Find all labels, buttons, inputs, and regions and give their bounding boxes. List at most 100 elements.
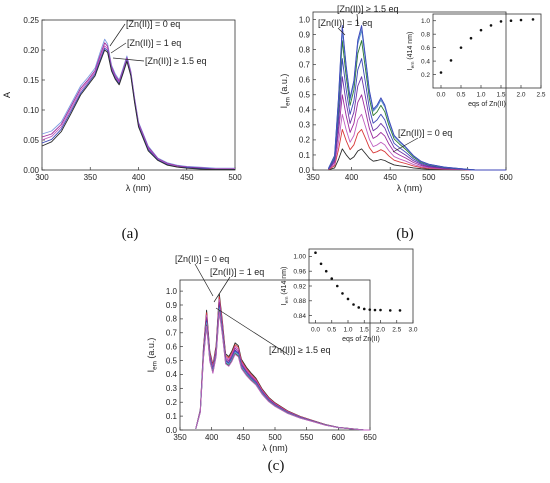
chart-c-inset-y-tick-label-1: 0.88 — [293, 298, 306, 305]
chart-panel-b: 350 400 450 500 550 600 0.0 0.1 0.2 0.3 0.4 0.5 0.6 0… — [279, 4, 546, 193]
chart-c-x-tick-label-5: 600 — [332, 433, 346, 442]
chart-c-x-axis-label: λ (nm) — [262, 443, 288, 453]
chart-b-y-tick-label-1: 0.1 — [299, 151, 311, 160]
chart-c-x-tick-label-3: 500 — [268, 433, 282, 442]
chart-b-inset-point-1 — [449, 59, 453, 62]
chart-c-x-tick-label-2: 450 — [237, 433, 251, 442]
chart-c-inset-x-tick-label-1: 0.5 — [327, 327, 336, 334]
chart-b-series-line-5 — [328, 58, 506, 171]
chart-c-annotation-2: [Zn(II)] ≥ 1.5 eq — [269, 345, 330, 355]
chart-b-inset-point-0 — [439, 71, 443, 74]
chart-b-y-tick-label-3: 0.3 — [299, 121, 311, 130]
chart-panel-a: 300 350 400 450 500 0.00 0.05 0.10 0.15 0.20 0.25 λ… — [2, 16, 242, 193]
chart-b-annotation-2: [Zn(II)] = 0 eq — [398, 128, 452, 138]
chart-a-annotation-leader-0 — [109, 23, 126, 47]
chart-c-annotation-leader-1 — [213, 276, 231, 303]
chart-a-x-tick-label-2: 400 — [132, 173, 146, 182]
chart-c-inset-x-tick-label-3: 1.5 — [360, 327, 369, 334]
chart-a-x-axis-label: λ (nm) — [126, 183, 152, 193]
chart-c-y-tick-label-6: 0.6 — [166, 342, 178, 351]
chart-b-inset-point-9 — [531, 18, 535, 21]
chart-c-plot-frame — [179, 279, 371, 431]
chart-b-inset-x-tick-label-0: 0.0 — [436, 92, 445, 99]
chart-c-inset-point-7 — [352, 303, 355, 306]
chart-b-series-line-4 — [328, 76, 506, 171]
chart-c-inset-y-tick-label-4: 1.00 — [293, 254, 306, 261]
chart-panel-c: 350 400 450 500 550 600 650 0.0 0.1 0.2 0.3 0.4 0.5 0… — [146, 248, 418, 453]
chart-c-inset-point-13 — [388, 309, 392, 312]
chart-b-inset-y-tick-label-4: 1.0 — [421, 18, 430, 25]
chart-a-y-tick-label-3: 0.15 — [23, 76, 39, 85]
chart-b-plot-frame — [312, 11, 507, 171]
chart-b-inset-y-tick-label-3: 0.8 — [421, 31, 430, 38]
chart-b-inset-y-axis-label: Iem (414 nm) — [407, 32, 416, 71]
chart-c-inset-point-9 — [362, 307, 366, 311]
chart-b-inset-y-tick-label-1: 0.4 — [421, 58, 430, 65]
chart-c-inset-point-11 — [373, 308, 377, 312]
chart-c-inset-point-4 — [335, 284, 339, 288]
chart-b-inset-point-6 — [499, 20, 503, 23]
chart-a-annotation-1: [Zn(II)] = 1 eq — [127, 38, 181, 48]
chart-b-annotation-leader-2 — [392, 137, 419, 153]
chart-c-y-tick-label-1: 0.1 — [166, 412, 178, 421]
chart-b-series-line-3 — [328, 94, 506, 171]
chart-a-x-tick-label-4: 500 — [228, 173, 242, 182]
chart-c-inset-point-1 — [319, 262, 323, 266]
chart-c-y-tick-label-4: 0.4 — [166, 370, 178, 379]
chart-a-y-tick-label-5: 0.25 — [23, 16, 39, 25]
chart-b-inset-plot-frame — [432, 13, 542, 89]
chart-b-x-axis-label: λ (nm) — [397, 183, 423, 193]
chart-b-inset-x-tick-label-5: 2.5 — [536, 92, 545, 99]
chart-a-annotation-leader-2 — [112, 57, 145, 62]
chart-a-y-axis-label: A — [2, 92, 12, 98]
chart-b-inset-x-tick-label-2: 1.0 — [476, 92, 485, 99]
chart-b-inset-x-axis-label: eqs of Zn(II) — [468, 101, 506, 108]
chart-c-inset-plot-frame — [308, 248, 414, 324]
chart-c-y-tick-label-10: 1.0 — [166, 287, 178, 296]
chart-c-inset-point-6 — [346, 297, 350, 301]
chart-b-inset-x-tick-label-4: 2.0 — [516, 92, 525, 99]
chart-b-inset-y-tick-label-0: 0.2 — [421, 72, 430, 79]
chart-a-x-tick-label-0: 300 — [35, 173, 49, 182]
chart-b-inset-point-2 — [459, 46, 463, 49]
chart-a-series-line-4 — [41, 49, 235, 170]
chart-c-inset-x-tick-label-0: 0.0 — [311, 327, 320, 334]
chart-a-annotation-2: [Zn(II)] ≥ 1.5 eq — [145, 56, 206, 66]
chart-c-x-tick-label-6: 650 — [363, 433, 377, 442]
chart-b-inset-point-7 — [509, 19, 513, 23]
chart-c-x-tick-label-0: 350 — [173, 433, 187, 442]
chart-b-series-line-9 — [327, 25, 506, 171]
chart-b-annotation-leader-0 — [356, 13, 359, 25]
chart-b-inset-point-3 — [469, 36, 473, 40]
chart-c-inset-point-3 — [330, 277, 334, 280]
chart-b-y-tick-label-7: 0.7 — [299, 60, 311, 69]
chart-a-y-tick-label-0: 0.00 — [23, 166, 39, 175]
chart-c-y-tick-label-0: 0.0 — [166, 426, 178, 435]
chart-c-y-tick-label-8: 0.8 — [166, 315, 178, 324]
chart-b-y-tick-label-8: 0.8 — [299, 45, 311, 54]
chart-c-annotation-1: [Zn(II)] = 1 eq — [210, 267, 264, 277]
chart-b-inset-y-tick-label-2: 0.6 — [421, 45, 430, 52]
chart-c-annotation-0: [Zn(II)] = 0 eq — [175, 254, 229, 264]
chart-b-y-axis-label: Iem (a.u.) — [279, 74, 291, 109]
chart-b-inset-x-tick-label-3: 1.5 — [496, 92, 505, 99]
chart-b-annotation-leader-1 — [337, 27, 346, 36]
chart-c-inset-y-axis-label: Iem (414 nm) — [281, 267, 290, 306]
chart-c-inset-point-0 — [314, 251, 317, 254]
chart-a-y-tick-label-2: 0.10 — [23, 106, 39, 115]
chart-b-x-tick-label-0: 350 — [306, 173, 320, 182]
chart-c-x-tick-label-4: 550 — [300, 433, 314, 442]
chart-b-inset-point-5 — [489, 24, 493, 27]
chart-b-x-tick-label-2: 450 — [384, 173, 398, 182]
chart-b-series-line-0 — [328, 148, 506, 171]
panel-label-b: (b) — [396, 226, 414, 242]
chart-c-inset-point-14 — [398, 309, 402, 312]
chart-b-x-tick-label-5: 600 — [499, 173, 513, 182]
chart-b-x-tick-label-4: 550 — [461, 173, 475, 182]
chart-c-annotation-leader-2 — [215, 307, 290, 356]
chart-b-series-line-8 — [327, 26, 506, 171]
chart-c-annotation-leader-0 — [194, 263, 214, 297]
chart-c-inset-x-tick-label-5: 2.5 — [392, 327, 401, 334]
chart-b-inset-point-4 — [479, 28, 483, 32]
